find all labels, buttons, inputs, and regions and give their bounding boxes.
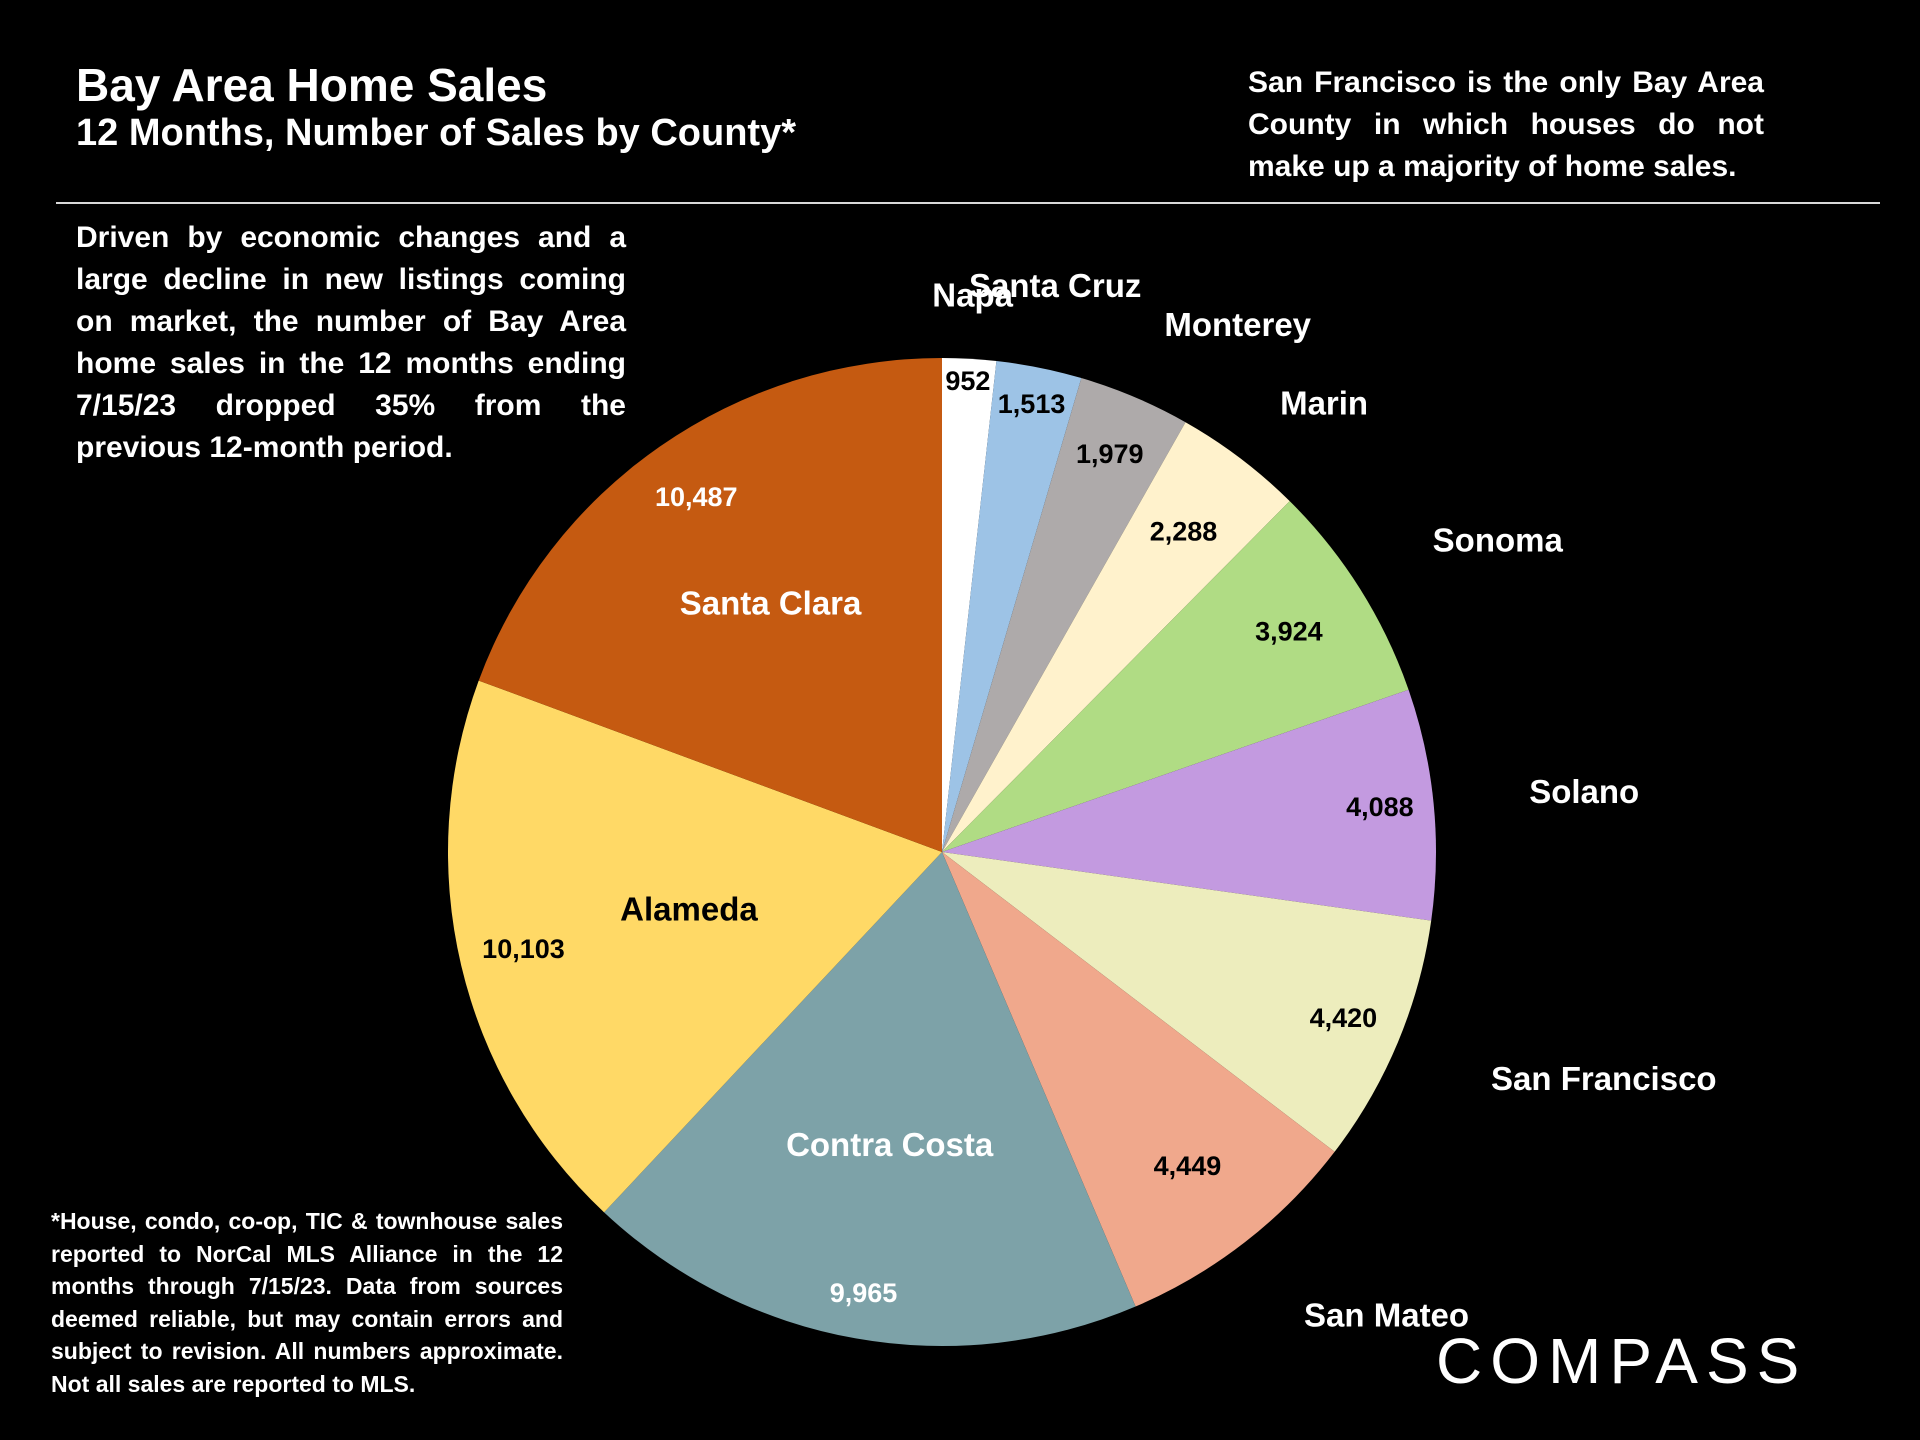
value-label: 3,924 (1255, 617, 1323, 647)
pie-slice-sonoma (942, 501, 1409, 852)
slice-label: Santa Cruz (969, 267, 1141, 304)
pie-slice-san-mateo (942, 852, 1335, 1307)
pie-slice-monterey (942, 378, 1186, 852)
pie-slice-napa (942, 358, 997, 852)
slice-label: Solano (1529, 773, 1639, 810)
header-divider (56, 202, 1880, 204)
pie-slice-marin (942, 422, 1290, 852)
pie-slice-santa-clara (478, 358, 942, 852)
value-label: 1,979 (1076, 439, 1144, 469)
value-label: 952 (945, 366, 990, 396)
pie-slice-contra-costa (604, 852, 1136, 1347)
slice-label: Monterey (1164, 306, 1311, 343)
slice-label: Napa (932, 277, 1013, 314)
slice-label: Sonoma (1433, 521, 1564, 558)
note-right: San Francisco is the only Bay Area Count… (1248, 66, 1764, 183)
value-label: 10,487 (655, 482, 738, 512)
compass-logo: COMPASS (1436, 1325, 1808, 1397)
value-label: 1,513 (998, 389, 1066, 419)
value-label: 9,965 (830, 1278, 898, 1308)
chart-subtitle: 12 Months, Number of Sales by County* (76, 112, 796, 154)
value-label: 4,420 (1310, 1003, 1378, 1033)
value-label: 10,103 (482, 934, 565, 964)
pie-slice-solano (942, 689, 1436, 921)
value-label: 4,088 (1346, 792, 1414, 822)
slice-label: San Francisco (1491, 1060, 1717, 1097)
pie-slice-alameda (447, 680, 942, 1213)
note-left: Driven by economic changes and a large d… (76, 221, 626, 464)
slice-label: San Mateo (1304, 1297, 1469, 1334)
slice-label: Marin (1280, 384, 1368, 421)
footnote: *House, condo, co-op, TIC & townhouse sa… (51, 1208, 563, 1397)
pie-slice-san-francisco (942, 852, 1432, 1152)
value-label: 2,288 (1150, 516, 1218, 546)
slice-label: Contra Costa (786, 1126, 994, 1163)
slice-label: Santa Clara (680, 585, 862, 622)
value-label: 4,449 (1154, 1151, 1222, 1181)
slice-label: Alameda (620, 890, 758, 927)
pie-slice-santa-cruz (942, 361, 1082, 852)
chart-title: Bay Area Home Sales (76, 59, 548, 111)
